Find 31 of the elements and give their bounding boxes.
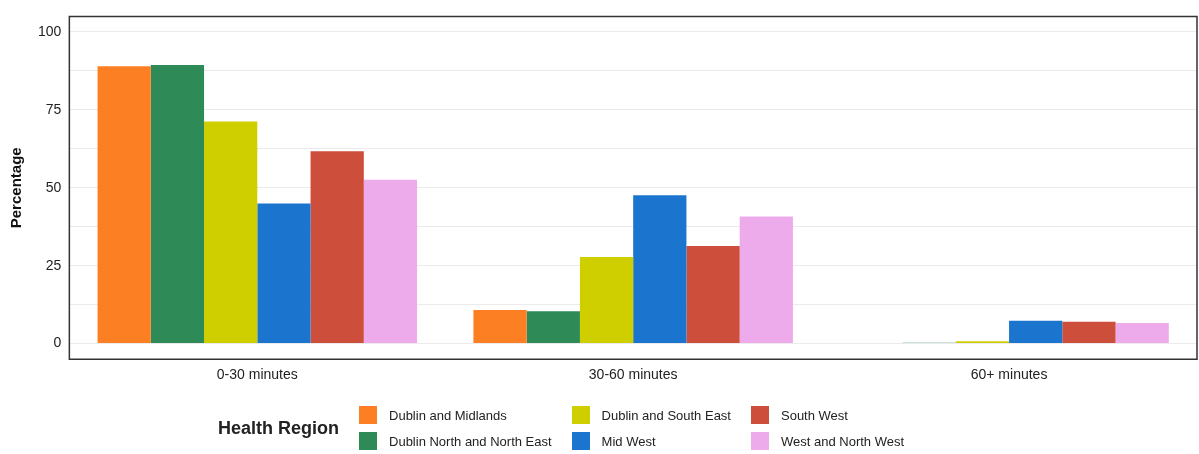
bar	[739, 216, 793, 344]
y-tick-label: 75	[45, 100, 62, 117]
y-tick-label: 50	[45, 178, 62, 195]
bar	[1009, 320, 1063, 344]
bar	[579, 256, 634, 344]
bar	[633, 195, 687, 344]
bar	[1115, 323, 1169, 344]
x-tick-label: 60+ minutes	[970, 366, 1048, 383]
bar	[526, 311, 580, 344]
legend-label: Dublin North and North East	[389, 433, 552, 449]
legend-label: Dublin and Midlands	[389, 407, 507, 423]
legend-label: Mid West	[601, 433, 656, 449]
y-tick-label: 25	[45, 256, 62, 273]
bar	[150, 65, 205, 344]
y-axis-title: Percentage	[7, 147, 25, 229]
legend-label: Dublin and South East	[601, 407, 731, 423]
x-tick-label: 0-30 minutes	[216, 366, 298, 383]
y-tick-label: 100	[38, 22, 62, 39]
bar	[310, 151, 364, 344]
x-tick-label: 30-60 minutes	[588, 366, 678, 383]
y-tick-label: 0	[53, 334, 62, 351]
bar	[363, 179, 418, 344]
legend-label: South West	[780, 407, 848, 423]
bar	[204, 121, 258, 344]
legend-label: West and North West	[780, 433, 905, 449]
legend-title: Health Region	[218, 417, 340, 439]
bar	[1062, 321, 1116, 344]
bar	[257, 203, 311, 344]
bar	[97, 66, 151, 344]
bar	[686, 246, 740, 344]
bar	[473, 309, 527, 344]
